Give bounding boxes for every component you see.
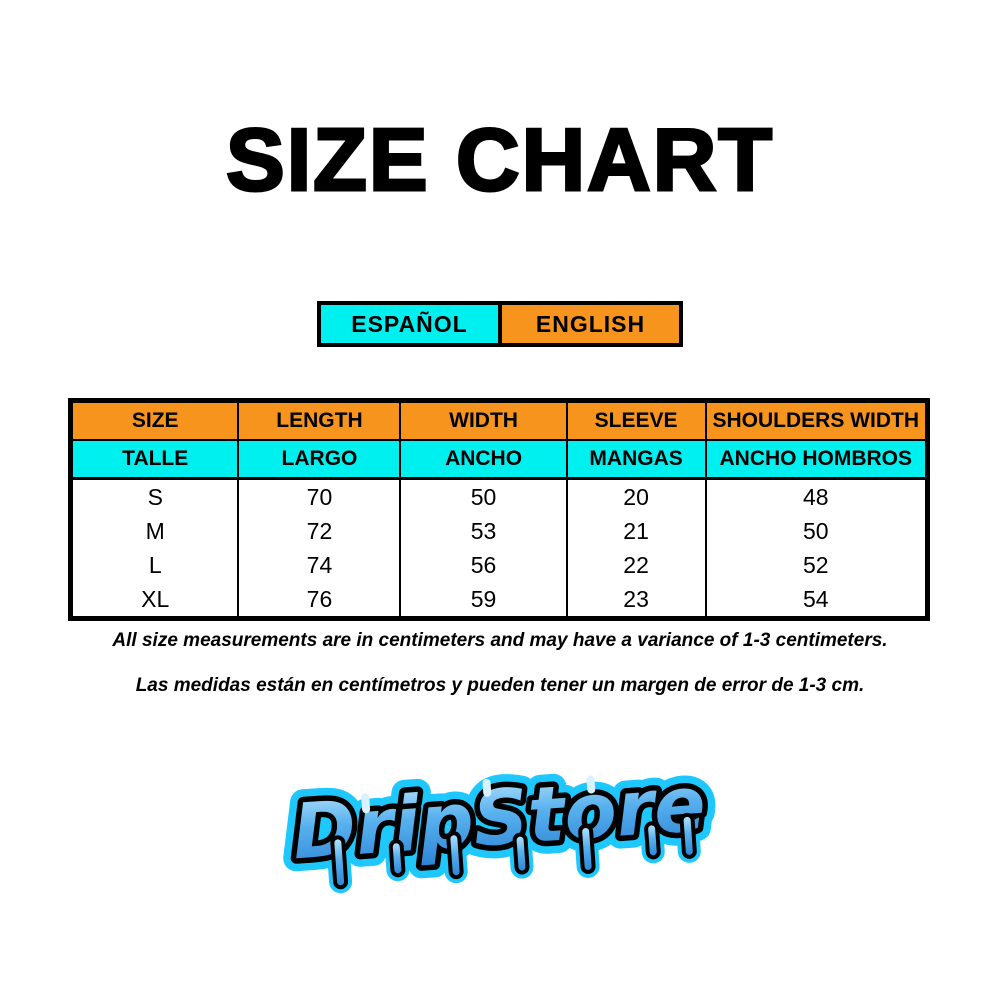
- column-header-es: TALLE: [69, 440, 240, 480]
- table-row-xl: XL 76 59 23 54: [69, 582, 929, 619]
- column-header-en: WIDTH: [399, 400, 568, 441]
- table-cell: 59: [399, 582, 568, 619]
- table-cell: 23: [565, 582, 707, 619]
- table-cell: 22: [565, 548, 707, 582]
- table-cell: 50: [399, 478, 568, 514]
- table-cell: XL: [69, 582, 240, 619]
- table-cell: 70: [237, 478, 402, 514]
- logo-highlights: [361, 775, 596, 814]
- dripstore-logo: DripStore DripStore DripStore: [260, 742, 740, 927]
- table-row-m: M 72 53 21 50: [69, 514, 929, 548]
- column-header-es: MANGAS: [565, 440, 707, 480]
- dripstore-logo-graphic: DripStore DripStore DripStore: [277, 746, 721, 894]
- table-row-l: L 74 56 22 52: [69, 548, 929, 582]
- size-chart-table: SIZE LENGTH WIDTH SLEEVE SHOULDERS WIDTH…: [68, 398, 930, 621]
- table-cell: 53: [399, 514, 568, 548]
- column-header-es: ANCHO HOMBROS: [704, 440, 929, 480]
- table-cell: 50: [704, 514, 929, 548]
- column-header-es: LARGO: [237, 440, 402, 480]
- table-cell: 20: [565, 478, 707, 514]
- table-cell: 72: [237, 514, 402, 548]
- header-row-english: SIZE LENGTH WIDTH SLEEVE SHOULDERS WIDTH: [69, 400, 929, 441]
- table-cell: 48: [704, 478, 929, 514]
- language-toggle: ESPAÑOL ENGLISH: [317, 301, 683, 347]
- table-cell: 52: [704, 548, 929, 582]
- espanol-button[interactable]: ESPAÑOL: [321, 305, 498, 343]
- table-cell: 76: [237, 582, 402, 619]
- table-cell: S: [69, 478, 240, 514]
- column-header-en: SLEEVE: [565, 400, 707, 441]
- table-cell: 54: [704, 582, 929, 619]
- page-title: SIZE CHART: [225, 110, 774, 209]
- table-row-s: S 70 50 20 48: [69, 478, 929, 514]
- header-row-spanish: TALLE LARGO ANCHO MANGAS ANCHO HOMBROS: [69, 440, 929, 480]
- logo-drips: [330, 812, 697, 890]
- table-cell: 56: [399, 548, 568, 582]
- note-spanish: Las medidas están en centímetros y puede…: [135, 675, 865, 696]
- column-header-es: ANCHO: [399, 440, 568, 480]
- english-button[interactable]: ENGLISH: [502, 305, 679, 343]
- table-cell: 21: [565, 514, 707, 548]
- table-cell: M: [69, 514, 240, 548]
- note-english: All size measurements are in centimeters…: [112, 630, 888, 651]
- column-header-en: LENGTH: [237, 400, 402, 441]
- column-header-en: SIZE: [69, 400, 240, 441]
- table-cell: 74: [237, 548, 402, 582]
- table-cell: L: [69, 548, 240, 582]
- column-header-en: SHOULDERS WIDTH: [704, 400, 929, 441]
